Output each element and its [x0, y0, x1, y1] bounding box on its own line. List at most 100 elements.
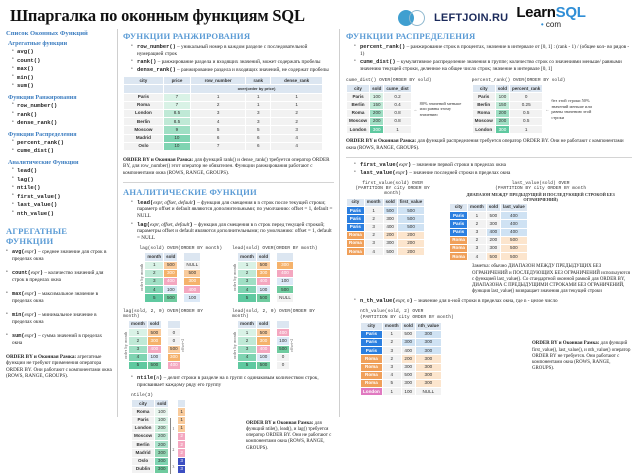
aggregate-argument: expr [24, 311, 34, 318]
table-cell: 100 [276, 276, 294, 287]
spacer-cell [162, 84, 192, 94]
aggregate-item: count(expr) – количество значений для ст… [6, 269, 112, 284]
aggregate-close-paren: ) [33, 248, 37, 255]
cheatsheet-page: Шпаргалка по оконным функциям SQL LEFTJO… [0, 0, 640, 422]
function-group-list: row_number()rank()dense_rank() [6, 101, 112, 128]
aggregate-description: – минимальное значение в пределах окна [12, 311, 97, 325]
table-cell: 1 [270, 92, 323, 102]
table-row: Roma 3 300 500 [449, 244, 528, 254]
table-header-row: city sold [130, 399, 170, 409]
table-row: 3 [177, 456, 186, 466]
table-header-row: city price row_number rank dense_rank [123, 76, 323, 86]
aggregate-description: – среднее значение для строк в пределах … [12, 248, 107, 262]
distribution-bullets: percent_rank() – ранжирование строк в пр… [346, 43, 632, 73]
table-cell: Paris [130, 415, 156, 425]
table-cell: 1 [270, 100, 323, 110]
table-cell: 0.2 [383, 92, 412, 102]
table-cell: 500 [396, 214, 426, 224]
table-cell: 1 [381, 387, 402, 397]
table-header-row [276, 252, 294, 262]
ranking-bullet: row_number() – уникальный номер в каждом… [131, 43, 334, 58]
page-title: Шпаргалка по оконным функциям SQL [10, 6, 305, 25]
table-cell: 500 [183, 268, 202, 278]
lag-example: lag(sold) OVER(ORDER BY month) order by … [139, 244, 222, 303]
function-list-item: first_value() [12, 192, 112, 202]
table-cell: Dublin [130, 464, 156, 474]
table-row: 4 100 [237, 352, 272, 363]
table-row: 0 [167, 336, 181, 346]
table-cell: 400 [183, 285, 202, 295]
function-arguments: expr, offset, default [149, 221, 190, 228]
column-header: sold [154, 399, 170, 409]
analytic-bullet: lead(expr, offset, default) – функция дл… [131, 199, 334, 220]
function-close-paren: ) [159, 375, 163, 382]
function-close-paren: ) [404, 169, 409, 176]
aggregate-argument: expr [24, 332, 34, 339]
function-arguments: expr, n [395, 298, 410, 305]
table-cell: 0 [167, 336, 181, 346]
table-row: 1 [177, 415, 186, 425]
table-cell: 200 [382, 230, 398, 241]
cume-dist-callout: 80% значений меньше или равны этому знач… [419, 100, 462, 118]
table-cell: 400 [400, 346, 416, 356]
function-description: – значение последней строки в пределах о… [408, 169, 511, 176]
table-cell: 500 [276, 344, 290, 354]
value-function-bullets: first_value(expr) – значение первой стро… [346, 161, 632, 177]
table-cell: 0 [167, 328, 181, 338]
column-header: rank [245, 76, 272, 86]
note-body: для функций first_value(), last_value(),… [532, 341, 631, 372]
table-cell: 500 [163, 260, 179, 270]
table-cell: 500 [499, 252, 528, 262]
table-row: 5 500 [144, 293, 179, 303]
function-close-paren: ) [409, 298, 413, 305]
aggregate-item: avg(expr) – среднее значение для строк в… [6, 248, 112, 263]
table-cell: 0.5 [509, 108, 544, 118]
table-header-row: city month sold last_value [449, 203, 528, 213]
function-name: min() [17, 73, 34, 81]
percent-rank-caption: percent_rank() OVER(ORDER BY sold) [471, 77, 566, 83]
ntile-example: ntile(3) city sold Roma 100 Paris 100 London 20… [130, 391, 186, 474]
table-header-row: month sold [128, 320, 163, 330]
learnsql-dotcom: • com [540, 20, 562, 29]
table-cell: Roma [346, 230, 365, 241]
column-header: city [346, 198, 365, 208]
lead-result-table: 300 400 100 500 NULL [276, 252, 294, 303]
table-cell: 200 [494, 116, 511, 127]
table-row: Moscow 200 0.8 [345, 116, 412, 127]
aggregate-description: – количество значений для строк в предел… [12, 269, 104, 283]
table-cell: 3 [270, 125, 323, 135]
table-cell: 150 [494, 100, 511, 110]
column-header [177, 399, 186, 409]
aggregate-function-list: avg(expr) – среднее значение для строк в… [6, 248, 112, 347]
table-row: 400 [167, 360, 181, 371]
column-header: month [144, 252, 165, 262]
table-cell: 3 [177, 464, 186, 474]
function-description: – функция для смещения в n строк после т… [137, 199, 333, 220]
table-cell: 7 [162, 92, 192, 102]
table-cell: 3 [381, 346, 402, 356]
table-cell: 2 [270, 108, 323, 119]
table-cell: 150 [369, 100, 385, 110]
nth-value-order-by-note: ORDER BY и Оконная Рамка: для функций fi… [532, 331, 632, 372]
table-cell: 300 [154, 456, 170, 466]
table-cell: 500 [163, 293, 179, 303]
table-cell: 1 [245, 100, 272, 110]
table-row: Paris 3 400 300 [360, 346, 442, 356]
distribution-functions-heading: ФУНКЦИИ РАСПРЕДЕЛЕНИЯ [346, 31, 476, 41]
first-last-value-row: first_value(sold) OVER (PARTITION BY cit… [346, 179, 632, 262]
lag2-caption: lag(sold, 2, 0) OVER(ORDER BY month) [123, 308, 203, 319]
function-group-label: Функции Ранжирования [8, 94, 77, 101]
function-arguments: expr [398, 161, 409, 168]
table-cell: 400 [499, 211, 528, 221]
function-arguments: n [156, 375, 160, 382]
over-clause-label: over(order by price) [190, 84, 323, 94]
table-row: Berlin 200 [130, 440, 170, 450]
table-cell: 300 [183, 276, 202, 287]
divider [123, 181, 334, 183]
cume-dist-example: cume_dist() OVER(ORDER BY sold) city sold… [345, 76, 462, 135]
last-value-table: city month sold last_value Paris 1 500 400 Paris… [449, 203, 528, 262]
function-name: ntile() [17, 184, 41, 192]
table-cell: 0.8 [383, 116, 412, 127]
last-value-caption-line3: ДИАПАЗОН МЕЖДУ ПРЕДЫДУЩЕЙ И ПОСЛЕДУЮЩЕЙ … [466, 191, 615, 202]
percent-rank-table: city sold percent_rank Paris 100 0 Berlin 150 0.… [471, 84, 544, 135]
